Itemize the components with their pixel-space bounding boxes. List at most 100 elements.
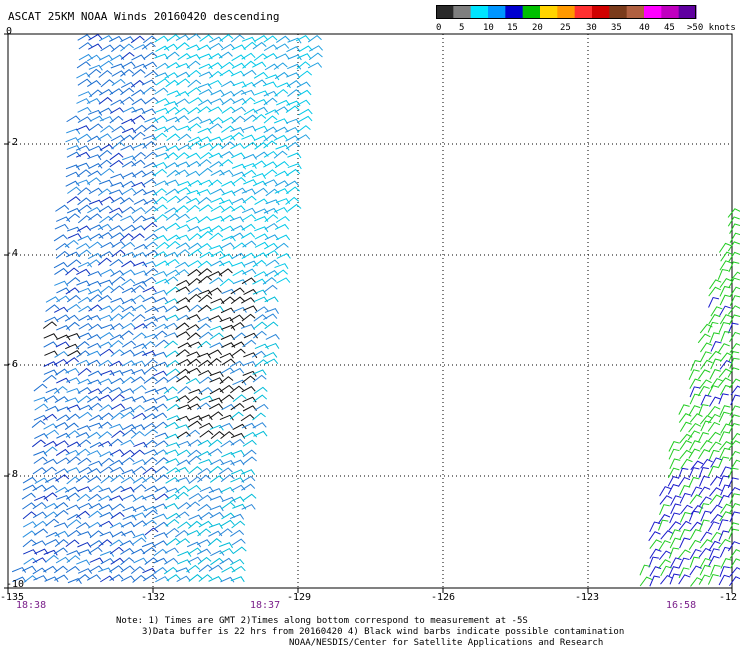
wind-barb	[55, 486, 70, 494]
wind-barb	[188, 492, 203, 500]
wind-barb	[120, 575, 136, 582]
wind-barb	[264, 63, 279, 71]
wind-barb	[133, 323, 148, 330]
wind-barb	[198, 387, 213, 395]
wind-barb	[109, 459, 124, 467]
wind-barb	[154, 339, 169, 348]
wind-barb	[186, 564, 201, 573]
wind-barb	[668, 566, 680, 577]
wind-barb	[98, 54, 114, 61]
wind-barb	[243, 114, 258, 123]
wind-barb	[658, 519, 669, 531]
wind-barb	[131, 360, 146, 367]
wind-barb	[176, 575, 191, 582]
wind-barb	[98, 232, 113, 239]
wind-barb	[132, 332, 147, 341]
wind-barb	[166, 195, 181, 203]
wind-barb	[164, 276, 179, 284]
wind-barb	[97, 257, 112, 266]
wind-barb	[111, 125, 126, 133]
legend-label-50-knots: >50 knots	[687, 23, 736, 33]
wind-barb	[98, 378, 113, 385]
wind-barb	[196, 402, 211, 410]
wind-barb	[219, 384, 234, 393]
wind-barb	[109, 88, 124, 96]
wind-barb	[78, 91, 93, 97]
wind-barb	[165, 518, 180, 527]
wind-barb	[109, 449, 125, 456]
wind-barb	[66, 476, 81, 485]
wind-barb	[34, 433, 49, 440]
wind-barb	[98, 386, 113, 395]
wind-barb	[45, 518, 60, 527]
wind-barb	[220, 431, 235, 439]
wind-barb	[274, 242, 289, 251]
wind-barb	[718, 475, 730, 487]
wind-barb	[198, 369, 213, 376]
wind-barb	[55, 242, 70, 251]
wind-barb	[100, 168, 115, 176]
wind-barb	[56, 377, 71, 384]
wind-barb	[43, 361, 58, 367]
wind-barb	[177, 195, 192, 204]
wind-barb	[718, 456, 730, 468]
lon-label-132w: -132	[141, 592, 166, 603]
wind-barb	[43, 440, 58, 448]
wind-barb	[155, 62, 170, 70]
wind-barb	[166, 359, 181, 368]
wind-barb	[718, 494, 730, 506]
wind-barb	[208, 42, 224, 50]
wind-barb	[174, 115, 189, 123]
wind-barb	[122, 187, 137, 195]
wind-barb	[698, 475, 710, 487]
wind-barb	[144, 509, 158, 518]
wind-barb	[198, 88, 213, 96]
wind-barb	[174, 107, 189, 115]
wind-barb	[218, 422, 234, 429]
wind-barb	[77, 541, 92, 548]
wind-barb	[678, 574, 691, 585]
wind-barb	[679, 529, 691, 540]
wind-barb	[253, 106, 268, 113]
wind-barb	[111, 78, 126, 87]
wind-barb	[98, 149, 113, 158]
wind-barb	[718, 321, 730, 333]
wind-barb	[87, 450, 102, 456]
wind-barb	[175, 42, 190, 51]
wind-barb	[241, 252, 256, 259]
wind-barb	[120, 565, 135, 573]
wind-barb	[98, 96, 113, 105]
wind-barb	[209, 116, 224, 125]
wind-barb	[219, 414, 234, 421]
wind-barb	[186, 541, 202, 548]
wind-barb	[100, 370, 115, 377]
wind-barb	[286, 46, 301, 53]
wind-barb	[76, 350, 91, 358]
wind-barb	[12, 576, 27, 583]
wind-barb	[89, 557, 104, 564]
wind-barb	[274, 263, 289, 270]
wind-barb	[274, 170, 289, 177]
wind-barb	[65, 267, 79, 276]
wind-barb	[33, 414, 48, 421]
wind-barb	[296, 99, 311, 106]
wind-barb	[263, 97, 278, 106]
wind-barb	[121, 298, 137, 305]
wind-barb	[230, 402, 245, 411]
wind-barb	[669, 529, 681, 540]
wind-barb	[54, 280, 69, 287]
wind-barb	[649, 521, 661, 533]
wind-barb	[219, 316, 234, 323]
wind-barb	[131, 181, 146, 188]
note-line-2: 3)Data buffer is 22 hrs from 20160420 4)…	[142, 627, 625, 637]
wind-barb	[56, 295, 71, 303]
wind-barb	[144, 233, 159, 241]
wind-barb	[197, 304, 212, 313]
wind-barb	[32, 467, 47, 475]
wind-barb	[274, 88, 289, 97]
wind-barb	[678, 404, 690, 415]
wind-barb	[99, 531, 114, 538]
wind-barb	[199, 34, 214, 42]
wind-barb	[679, 492, 691, 504]
wind-barb	[209, 424, 224, 431]
